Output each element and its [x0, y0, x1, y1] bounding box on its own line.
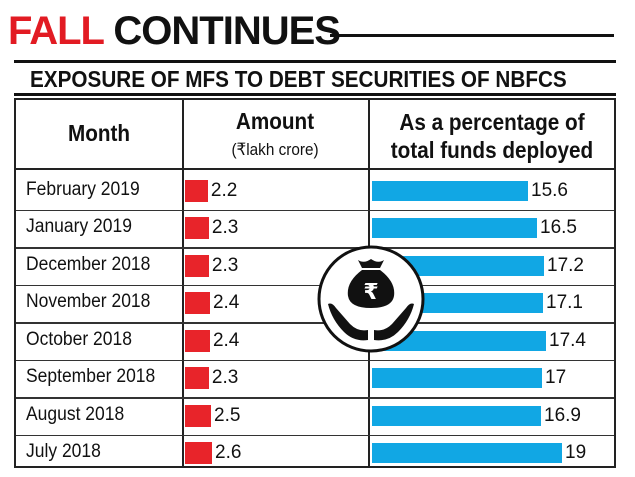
percentage-value: 16.9	[544, 404, 581, 426]
header-amount-unit: (₹lakh crore)	[231, 140, 319, 159]
month-label: October 2018	[26, 328, 132, 350]
row-divider	[16, 322, 614, 324]
amount-value: 2.6	[215, 442, 242, 464]
amount-value: 2.4	[212, 329, 240, 351]
month-label: September 2018	[26, 366, 156, 388]
amount-bar	[185, 404, 211, 427]
month-label: February 2019	[26, 178, 140, 200]
percentage-bar	[372, 443, 562, 464]
amount-value: 2.5	[214, 404, 241, 426]
percentage-bar	[372, 218, 537, 239]
percentage-value: 19	[565, 442, 587, 464]
month-label: November 2018	[26, 291, 151, 313]
percentage-value: 17.2	[547, 254, 584, 276]
chart-subtitle: EXPOSURE OF MFS TO DEBT SECURITIES OF NB…	[30, 66, 567, 92]
amount-bar	[185, 292, 210, 315]
header-amount: Amount	[235, 108, 315, 134]
headline-word-continues: CONTINUES	[113, 9, 341, 53]
amount-bar	[185, 442, 213, 465]
header-percentage-line2: total funds deployed	[390, 137, 594, 163]
header-percentage-line1: As a percentage of	[399, 109, 585, 135]
amount-bar	[185, 179, 208, 202]
amount-bar	[185, 254, 209, 277]
subtitle-bar	[14, 60, 616, 96]
month-label: July 2018	[26, 441, 101, 463]
headline-rule	[330, 34, 614, 37]
amount-bar	[185, 217, 209, 240]
header-percentage: As a percentage of total funds deployed	[382, 108, 602, 164]
month-label: December 2018	[26, 253, 151, 275]
month-label: August 2018	[26, 403, 125, 425]
percentage-value: 17	[545, 367, 567, 389]
money-bag-in-hands-icon: ₹	[316, 244, 426, 354]
amount-bar	[185, 329, 210, 352]
percentage-value: 16.5	[540, 217, 577, 239]
percentage-value: 17.4	[549, 329, 586, 351]
column-divider-1	[182, 100, 184, 466]
amount-value: 2.3	[211, 254, 239, 276]
percentage-bar	[372, 180, 528, 201]
row-divider	[16, 209, 614, 211]
amount-value: 2.4	[212, 292, 240, 314]
table-frame	[14, 98, 616, 468]
percentage-bar	[372, 368, 542, 389]
row-divider	[16, 359, 614, 361]
amount-value: 2.3	[211, 217, 239, 239]
row-divider	[16, 434, 614, 436]
svg-text:₹: ₹	[363, 280, 378, 305]
percentage-value: 17.1	[546, 292, 583, 314]
row-divider	[16, 397, 614, 399]
amount-value: 2.3	[211, 367, 239, 389]
row-divider	[16, 247, 614, 249]
header-divider	[16, 168, 614, 170]
percentage-bar	[372, 330, 546, 351]
month-label: January 2019	[26, 216, 132, 238]
header-month: Month	[67, 120, 131, 146]
percentage-bar	[372, 405, 541, 426]
percentage-value: 15.6	[531, 179, 568, 201]
amount-bar	[185, 367, 209, 390]
amount-value: 2.2	[210, 179, 238, 201]
headline-word-fall: FALL	[8, 9, 104, 53]
row-divider	[16, 284, 614, 286]
headline: FALL CONTINUES	[8, 8, 341, 54]
